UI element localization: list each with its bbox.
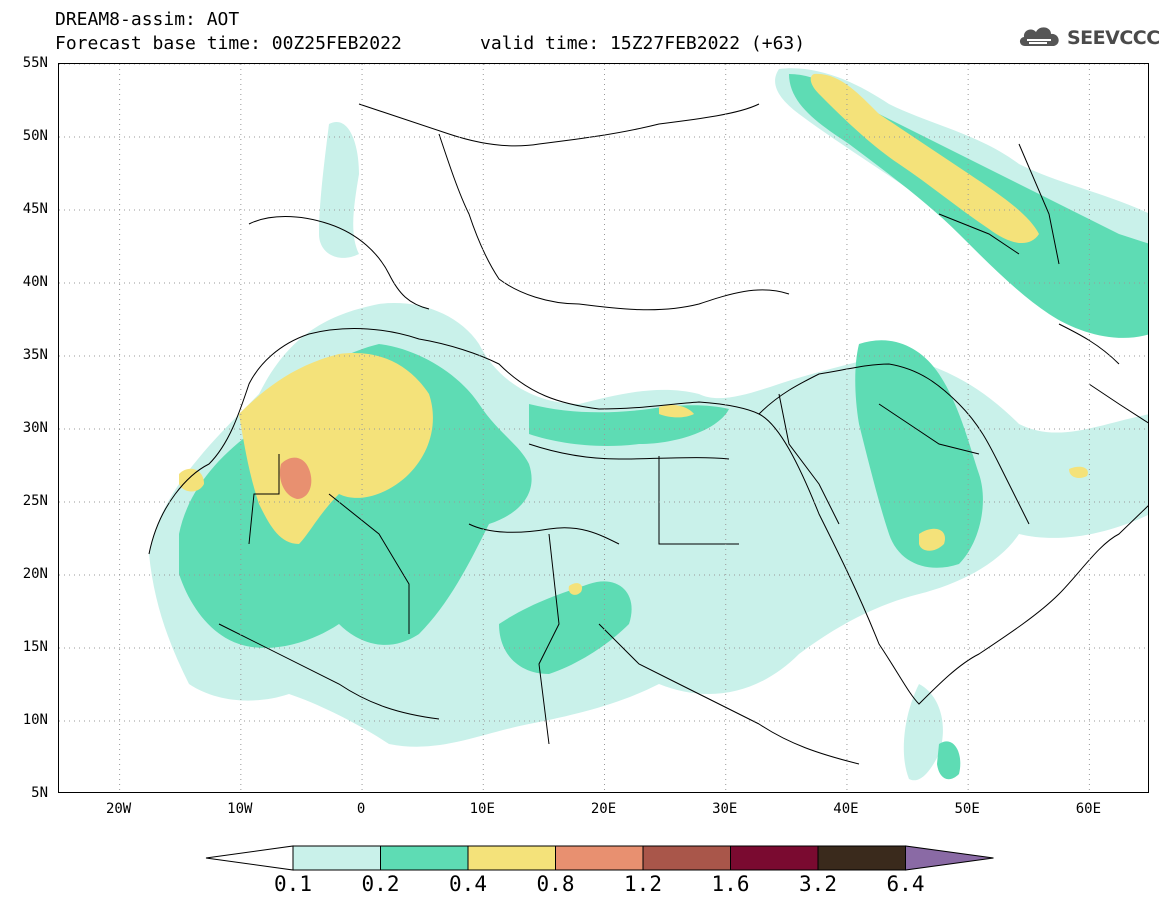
map-title: DREAM8-assim: AOT <box>55 9 240 30</box>
lat-tick-label: 55N <box>22 55 48 71</box>
colorbar-segment <box>555 845 644 871</box>
valid-time: valid time: 15Z27FEB2022 (+63) <box>480 33 806 54</box>
lat-tick-label: 20N <box>22 566 48 582</box>
graticule <box>59 64 1148 792</box>
colorbar-tick-label: 6.4 <box>886 872 925 896</box>
colorbar-segment <box>642 845 731 871</box>
lon-tick-label: 30E <box>712 801 738 817</box>
colorbar-tick-label: 1.6 <box>711 872 750 896</box>
lon-tick-label: 10W <box>227 801 253 817</box>
colorbar-tick-label: 3.2 <box>799 872 837 896</box>
lat-tick-label: 45N <box>22 201 48 217</box>
colorbar-tick-label: 0.4 <box>449 872 487 896</box>
lat-tick-label: 25N <box>22 493 48 509</box>
lat-tick-label: 30N <box>22 420 48 436</box>
colorbar-tick-label: 1.2 <box>624 872 662 896</box>
seevccc-logo: SEEVCCC <box>1017 22 1160 54</box>
colorbar-segment <box>817 845 906 871</box>
lon-tick-label: 10E <box>469 801 495 817</box>
lon-tick-label: 60E <box>1075 801 1102 817</box>
colorbar-tick-label: 0.2 <box>361 872 400 896</box>
lat-tick-label: 35N <box>22 347 48 363</box>
cloud-icon <box>1017 22 1063 54</box>
colorbar-over-triangle <box>905 845 994 871</box>
colorbar-tick-label: 0.1 <box>274 872 312 896</box>
lon-tick-label: 20W <box>105 801 132 817</box>
colorbar-under-triangle <box>205 845 294 871</box>
logo-text: SEEVCCC <box>1067 27 1160 49</box>
lon-tick-label: 50E <box>954 801 980 817</box>
lat-tick-label: 15N <box>22 639 48 655</box>
colorbar-segment <box>730 845 819 871</box>
lat-tick-label: 10N <box>22 712 48 728</box>
colorbar-segment <box>467 845 556 871</box>
aot-map <box>58 63 1149 793</box>
lon-tick-label: 20E <box>590 801 617 817</box>
lon-tick-label: 40E <box>833 801 859 817</box>
lat-tick-label: 40N <box>22 274 48 290</box>
colorbar-segment <box>380 845 469 871</box>
lat-tick-label: 5N <box>31 785 48 801</box>
colorbar-segment <box>292 845 381 871</box>
country-borders <box>148 103 1148 765</box>
lon-tick-label: 0 <box>356 801 366 817</box>
aot-shading <box>149 68 1148 781</box>
forecast-base-time: Forecast base time: 00Z25FEB2022 <box>55 33 402 54</box>
colorbar <box>205 843 1000 877</box>
colorbar-tick-label: 0.8 <box>536 872 575 896</box>
lat-tick-label: 50N <box>22 128 48 144</box>
